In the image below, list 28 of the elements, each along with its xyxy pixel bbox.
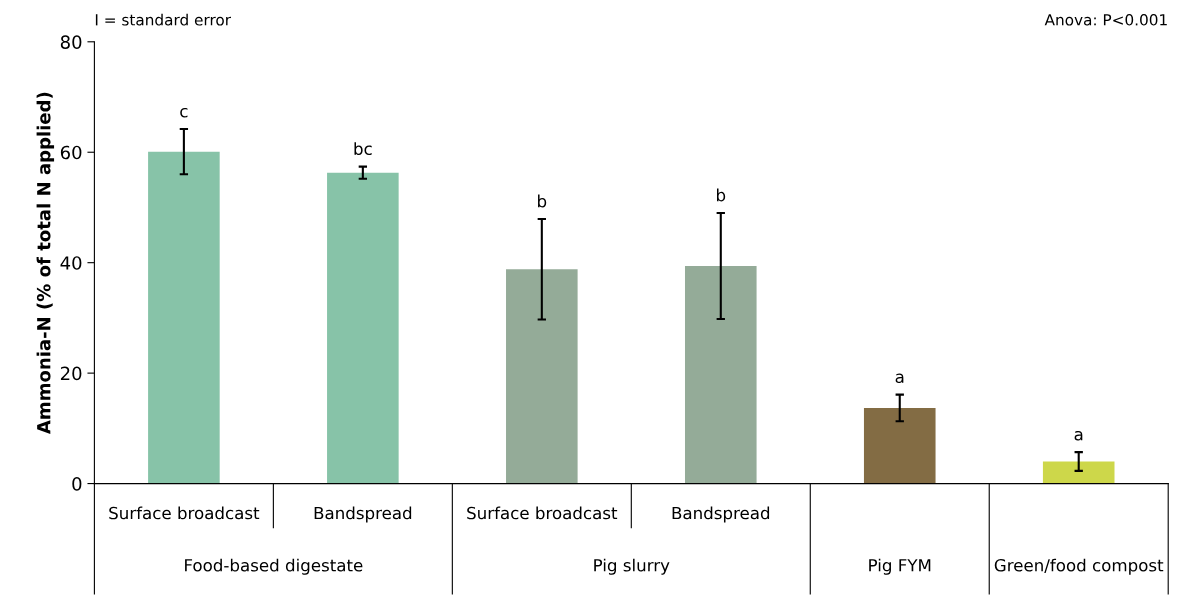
text: I = standard error xyxy=(95,13,232,26)
text: Anova: P<0.001 xyxy=(1044,14,1167,26)
bar xyxy=(327,172,399,484)
y-tick-label: 0 xyxy=(72,477,82,491)
annotation: b xyxy=(538,194,547,208)
text: Pig FYM xyxy=(869,558,931,575)
text: Food-based digestate xyxy=(185,558,363,575)
x-tick-label: Surface broadcast xyxy=(109,506,260,520)
y-tick-label: 40 xyxy=(60,256,82,270)
bar xyxy=(684,265,757,484)
annotation: a xyxy=(895,373,904,384)
annotation: c xyxy=(180,107,188,118)
bar xyxy=(863,407,936,484)
bar xyxy=(1042,461,1115,484)
annotation: b xyxy=(717,188,726,202)
x-tick-label: Bandspread xyxy=(672,506,770,523)
text: Pig slurry xyxy=(594,558,670,575)
text: Green/food compost xyxy=(994,558,1164,575)
x-tick-label: Bandspread xyxy=(314,506,412,523)
bar xyxy=(506,269,578,484)
annotation: a xyxy=(1074,430,1083,441)
y-tick-label: 80 xyxy=(60,35,82,49)
y-axis-title: Ammonia-N (% of total N applied) xyxy=(36,92,55,435)
y-tick-label: 60 xyxy=(60,145,82,160)
bar xyxy=(148,151,220,484)
y-tick-label: 20 xyxy=(60,366,82,381)
annotation: bc xyxy=(354,142,372,156)
x-tick-label: Surface broadcast xyxy=(467,506,618,520)
